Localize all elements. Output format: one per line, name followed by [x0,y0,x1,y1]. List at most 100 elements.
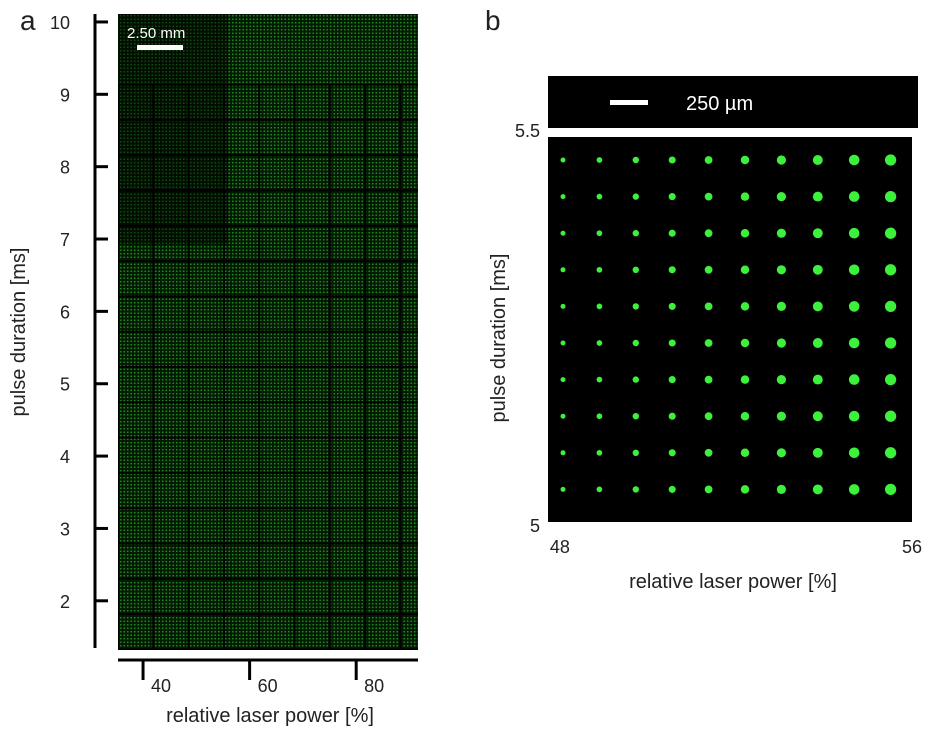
spot [776,301,787,311]
spot [560,194,566,200]
spot [884,300,897,313]
spot [812,484,823,495]
spot [812,228,823,239]
spot [704,192,713,201]
spot [704,156,713,164]
spot [668,412,676,420]
spot [596,266,603,273]
spot [560,340,566,346]
x-tick-label: 56 [902,537,922,557]
scale-bar-label: 2.50 mm [127,25,185,42]
spot [848,374,860,385]
spot [632,266,639,273]
spot [632,303,639,310]
spot [668,266,676,274]
spot [848,410,860,422]
spot [740,155,750,165]
y-tick-label: 9 [60,85,70,105]
spot [812,191,823,202]
spot [740,302,750,311]
spot [668,376,676,384]
spot [560,157,566,163]
spot [740,338,750,348]
spot [704,302,713,311]
spot [812,447,823,458]
scale-bar [137,45,183,50]
spot [776,192,787,202]
spot [632,486,639,493]
spot [884,154,897,166]
spot [668,229,676,237]
haze [118,14,228,244]
spot [812,264,823,275]
spot [848,264,860,276]
spot [812,374,823,385]
spot [596,230,603,237]
spot [812,301,823,312]
spot [704,448,713,457]
spot [704,229,713,238]
spot [884,264,897,276]
spot [668,449,676,457]
spot [740,485,750,494]
spot [740,192,750,201]
y-tick-label: 5 [530,516,540,536]
spot [740,448,750,458]
spot [560,230,566,236]
y-tick-label: 2 [60,592,70,612]
y-tick-label: 5 [60,375,70,395]
spot [812,338,823,348]
spot [596,449,603,456]
spot [776,484,787,494]
scale-bar-box [548,76,918,128]
spot [848,484,860,495]
spot [560,450,566,456]
spot [560,267,566,273]
spot [740,411,750,421]
y-tick-label: 8 [60,158,70,178]
spot [848,337,860,349]
spot [884,410,897,422]
spot [668,193,676,201]
spot [704,339,713,347]
spot [596,413,603,420]
spot [632,156,639,164]
y-axis-title: pulse duration [ms] [8,248,30,417]
spot [704,485,713,494]
y-tick-label: 7 [60,230,70,250]
x-tick-label: 40 [151,676,171,696]
spot [560,413,566,419]
spot [884,337,897,349]
spot [776,411,787,421]
spot [884,483,897,496]
well-grid [118,84,418,650]
spot [884,447,897,459]
y-tick-label: 10 [50,13,70,33]
scale-bar-label: 250 µm [686,93,753,115]
spot [740,228,750,238]
spot [848,191,860,202]
spot [560,377,566,383]
panel-label: b [485,5,501,36]
spot [776,155,787,165]
spot [704,265,713,274]
scale-bar [610,100,648,105]
spot [632,413,639,420]
spot [632,339,639,347]
spot [596,303,603,310]
spot [632,230,639,237]
x-axis-title: relative laser power [%] [166,705,374,727]
x-tick-label: 48 [550,537,570,557]
panel-label: a [20,5,36,36]
microscopy-image [548,137,912,522]
spot [632,449,639,456]
spot [848,227,860,239]
y-tick-label: 4 [60,447,70,467]
spot [668,339,676,347]
spot [632,376,639,383]
spot [776,338,787,348]
spot [776,375,787,385]
spot [704,375,713,384]
spot [812,155,823,165]
